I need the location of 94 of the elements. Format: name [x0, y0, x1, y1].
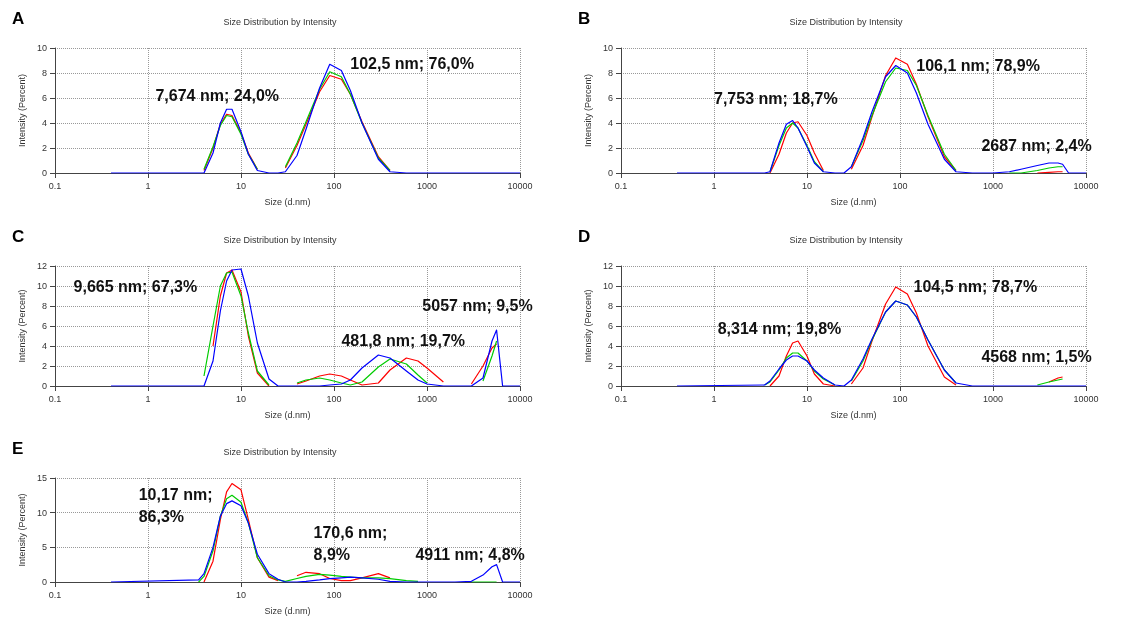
x-tick-label: 100: [892, 180, 908, 191]
x-tick-label: 0.1: [48, 589, 62, 600]
annotation: 4568 nm; 1,5%: [981, 347, 1092, 365]
x-tick-label: 1000: [416, 589, 438, 600]
x-tick-label: 10000: [507, 180, 533, 191]
y-tick-label: 0: [607, 168, 613, 178]
annotation: 5057 nm; 9,5%: [422, 297, 533, 315]
annotation: 10,17 nm; 86,3%: [138, 486, 213, 526]
x-tick-label: 1: [711, 393, 717, 404]
y-tick-label: 4: [607, 341, 613, 351]
text: A: [12, 9, 25, 28]
text: D: [578, 227, 591, 246]
x-tick-label: 0.1: [48, 393, 62, 404]
x-tick-label: 1000: [982, 180, 1004, 191]
y-tick-label: 2: [607, 361, 613, 371]
y-tick-label: 8: [41, 301, 47, 311]
y-tick-label: 10: [602, 281, 613, 291]
x-axis-title: Size (d.nm): [830, 196, 877, 207]
y-axis-title: Intensity (Percent): [16, 73, 27, 148]
x-tick-label: 1: [145, 589, 151, 600]
annotation: 2687 nm; 2,4%: [981, 137, 1092, 154]
x-tick-label: 0.1: [48, 180, 62, 191]
text: C: [12, 227, 25, 246]
x-tick-label: 100: [326, 180, 342, 191]
chart-title: Size Distribution by Intensity: [789, 234, 904, 245]
chart-title: Size Distribution by Intensity: [789, 16, 904, 27]
y-tick-label: 4: [41, 341, 47, 351]
text: E: [12, 439, 24, 458]
chart-title: Size Distribution by Intensity: [223, 16, 338, 27]
annotation: 8,314 nm; 19,8%: [717, 319, 842, 337]
x-tick-label: 10: [235, 393, 247, 404]
y-tick-label: 2: [41, 143, 47, 153]
y-tick-label: 0: [41, 577, 47, 587]
annotation: 102,5 nm; 76,0%: [350, 54, 474, 72]
y-tick-label: 6: [41, 321, 47, 331]
x-axis-title: Size (d.nm): [830, 409, 877, 420]
x-tick-label: 1000: [982, 393, 1004, 404]
x-tick-label: 10000: [1073, 393, 1099, 404]
x-tick-label: 1: [711, 180, 717, 191]
y-tick-label: 6: [41, 93, 47, 103]
annotation: 9,665 nm; 67,3%: [73, 277, 198, 295]
y-tick-label: 0: [41, 168, 47, 178]
y-tick-label: 4: [41, 118, 47, 128]
annotation: 104,5 nm; 78,7%: [913, 277, 1038, 295]
x-tick-label: 0.1: [614, 180, 628, 191]
y-tick-label: 8: [41, 68, 47, 78]
x-tick-label: 100: [892, 393, 908, 404]
y-tick-label: 6: [607, 93, 613, 103]
x-tick-label: 10000: [1073, 180, 1099, 191]
x-tick-label: 100: [326, 589, 342, 600]
y-axis-title: Intensity (Percent): [582, 73, 593, 148]
y-tick-label: 0: [607, 381, 613, 391]
chart-title: Size Distribution by Intensity: [223, 446, 338, 457]
x-tick-label: 10: [801, 393, 813, 404]
x-tick-label: 10: [235, 180, 247, 191]
y-tick-label: 2: [607, 143, 613, 153]
annotation: 106,1 nm; 78,9%: [916, 57, 1040, 74]
y-tick-label: 6: [607, 321, 613, 331]
y-tick-label: 4: [607, 118, 613, 128]
x-tick-label: 1000: [416, 393, 438, 404]
y-tick-label: 12: [602, 261, 613, 271]
y-tick-label: 8: [607, 68, 613, 78]
y-tick-label: 10: [36, 507, 47, 518]
x-tick-label: 100: [326, 393, 342, 404]
y-tick-label: 15: [36, 473, 47, 483]
annotation: 7,674 nm; 24,0%: [155, 87, 280, 104]
text: B: [578, 9, 591, 28]
chart-title: Size Distribution by Intensity: [223, 234, 338, 245]
x-tick-label: 10000: [507, 589, 533, 600]
x-axis-title: Size (d.nm): [264, 196, 311, 207]
y-tick-label: 10: [36, 43, 47, 53]
y-tick-label: 0: [41, 381, 47, 391]
x-axis-title: Size (d.nm): [264, 409, 311, 420]
y-tick-label: 5: [41, 542, 47, 553]
x-axis-title: Size (d.nm): [264, 605, 311, 616]
x-tick-label: 1000: [416, 180, 438, 191]
y-axis-title: Intensity (Percent): [582, 289, 593, 363]
y-tick-label: 8: [607, 301, 613, 311]
y-axis-title: Intensity (Percent): [16, 289, 27, 363]
x-tick-label: 0.1: [614, 393, 628, 404]
x-tick-label: 10000: [507, 393, 533, 404]
y-tick-label: 2: [41, 361, 47, 371]
y-tick-label: 10: [36, 281, 47, 291]
y-tick-label: 12: [36, 261, 47, 271]
x-tick-label: 1: [145, 180, 151, 191]
y-axis-title: Intensity (Percent): [16, 493, 27, 567]
annotation: 170,6 nm; 8,9%: [313, 524, 388, 564]
y-tick-label: 10: [602, 43, 613, 53]
annotation: 7,753 nm; 18,7%: [714, 89, 838, 107]
x-tick-label: 10: [801, 180, 813, 191]
x-tick-label: 1: [145, 393, 151, 404]
x-tick-label: 10: [235, 589, 247, 600]
annotation: 4911 nm; 4,8%: [415, 546, 525, 564]
annotation: 481,8 nm; 19,7%: [341, 331, 466, 349]
